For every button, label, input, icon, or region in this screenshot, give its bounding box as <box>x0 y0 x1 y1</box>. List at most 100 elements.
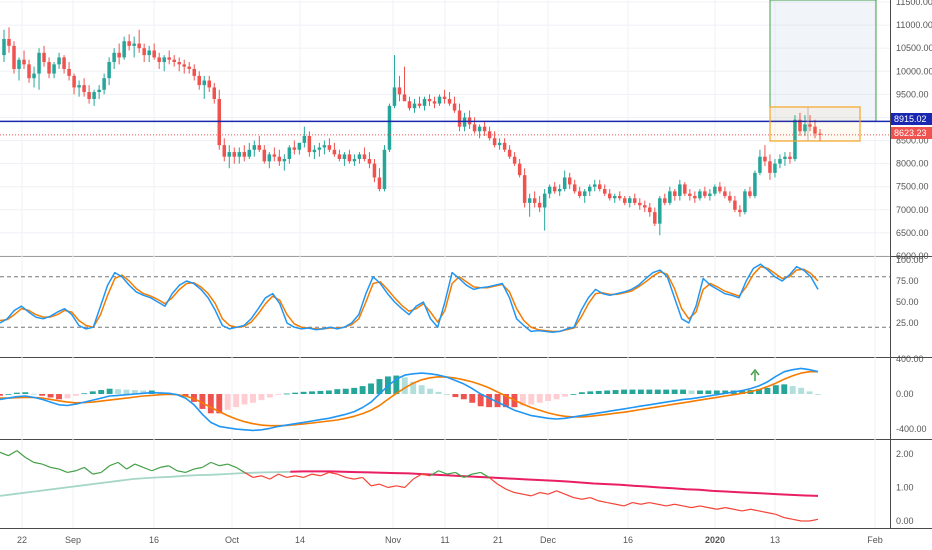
candle-body <box>708 193 712 196</box>
candle <box>302 126 307 148</box>
candle-body <box>362 154 367 160</box>
candle-body <box>427 98 432 102</box>
ratio-line-segment <box>590 496 599 502</box>
candle-body <box>673 191 677 196</box>
candle <box>192 64 196 81</box>
ratio-line-segment <box>758 510 768 514</box>
candle <box>397 75 402 102</box>
candle-body <box>572 184 577 192</box>
macd-axis[interactable]: 400.00 0.00 -400.00 <box>896 354 927 434</box>
candle <box>698 189 702 201</box>
candle <box>412 98 417 113</box>
candle <box>117 43 121 65</box>
candle <box>12 41 16 74</box>
candle <box>542 189 547 231</box>
candle <box>437 94 442 106</box>
candle-body <box>432 101 437 104</box>
macd-histogram-bar <box>64 394 71 399</box>
candle-body <box>372 163 377 178</box>
candle-body <box>698 191 702 199</box>
ratio-line-segment <box>455 471 465 478</box>
candle-body <box>387 105 392 150</box>
candle <box>773 159 777 178</box>
candle <box>337 149 342 162</box>
macd-histogram-bar <box>486 394 493 408</box>
ratio-line-segment <box>185 468 195 473</box>
macd-histogram-bar <box>696 390 703 394</box>
candle-body <box>72 75 76 88</box>
candle-body <box>312 149 317 153</box>
macd-signal-line <box>0 370 818 427</box>
candle-body <box>643 205 647 208</box>
candle-body <box>547 186 552 194</box>
candle <box>738 205 742 217</box>
price-panel[interactable] <box>0 0 890 236</box>
stochastic-panel[interactable] <box>0 263 890 333</box>
candle-body <box>763 156 767 162</box>
candle-body <box>582 191 587 196</box>
macd-histogram-bar <box>806 391 813 394</box>
macd-tick-label: 0.00 <box>896 389 914 399</box>
target-zone-rect <box>769 0 877 122</box>
candle <box>317 142 322 157</box>
ratio-line-segment <box>227 463 237 468</box>
ratio-line-segment <box>151 466 161 472</box>
candle-body <box>37 52 41 74</box>
candle <box>212 82 217 104</box>
candle <box>327 138 332 153</box>
candle-body <box>242 152 247 157</box>
candle <box>562 170 567 192</box>
candle-body <box>277 156 282 162</box>
candle <box>67 62 71 81</box>
candle-body <box>703 191 707 196</box>
ratio-axis[interactable]: 2.00 1.00 0.00 <box>896 449 914 526</box>
ratio-ma-line-late <box>290 470 819 497</box>
stochastic-axis[interactable]: 100.00 75.00 50.00 25.00 <box>896 255 924 328</box>
macd-histogram-bar <box>368 383 375 394</box>
candle-body <box>758 156 762 173</box>
candle <box>37 48 41 90</box>
candle-body <box>332 149 337 155</box>
candle-body <box>447 98 452 104</box>
entry-zone-box[interactable] <box>769 106 861 142</box>
candle <box>202 75 206 99</box>
macd-histogram-bar <box>739 390 746 394</box>
candle <box>427 94 432 106</box>
ratio-line-segment <box>708 507 717 510</box>
candle <box>507 145 512 160</box>
macd-histogram-bar <box>798 387 805 394</box>
candle <box>547 184 552 199</box>
macd-panel[interactable] <box>0 367 821 432</box>
candle <box>577 186 582 199</box>
candle-body <box>22 59 26 65</box>
ratio-line-segment <box>531 491 540 497</box>
candle-body <box>292 147 297 150</box>
price-tick-label: 7500.00 <box>896 182 929 192</box>
candle <box>287 145 292 164</box>
candle-body <box>728 195 732 201</box>
candle-body <box>537 202 542 208</box>
candle <box>422 96 427 111</box>
ratio-line-segment <box>0 451 9 457</box>
time-axis[interactable]: 22 Sep 16 Oct 14 Nov 11 21 Dec 16 2020 13 Feb <box>17 535 883 545</box>
macd-histogram-bar <box>56 394 62 400</box>
candle <box>703 186 707 199</box>
candle <box>597 179 602 192</box>
candle <box>638 198 642 210</box>
candle-body <box>47 62 51 74</box>
macd-histogram-bar <box>13 392 20 394</box>
target-zone-box[interactable] <box>769 0 877 122</box>
macd-histogram-bar <box>233 394 240 408</box>
candle-body <box>117 52 121 58</box>
ratio-panel[interactable] <box>0 450 819 522</box>
ratio-line-segment <box>303 473 313 479</box>
candle <box>768 154 772 180</box>
candle <box>142 43 146 63</box>
candle-body <box>97 89 101 93</box>
candle <box>748 186 752 199</box>
ratio-line-segment <box>109 461 119 467</box>
macd-histogram-bar <box>722 390 729 394</box>
candle-body <box>42 52 46 63</box>
candle <box>628 195 632 208</box>
